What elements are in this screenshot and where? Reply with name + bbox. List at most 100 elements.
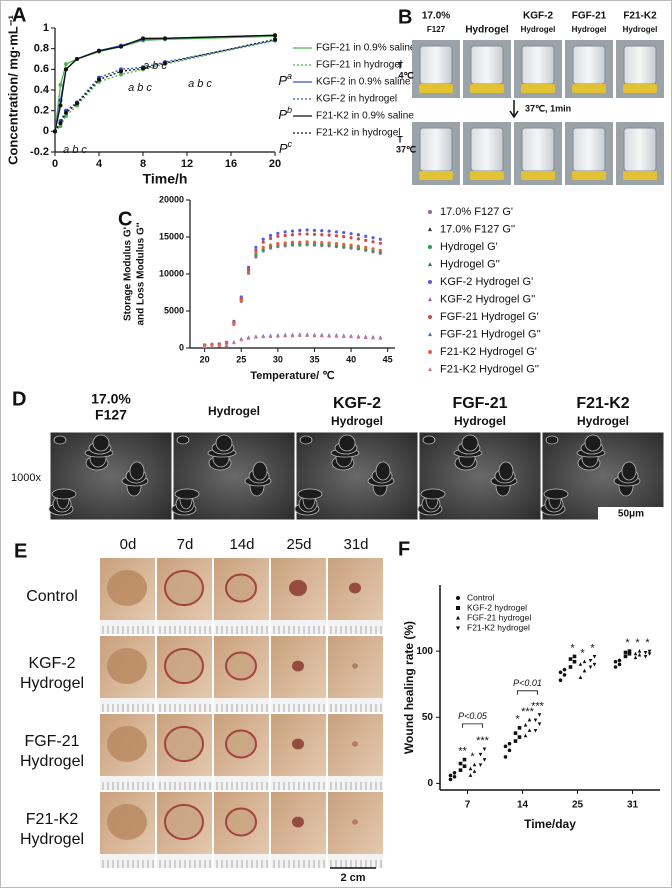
marker: [558, 670, 563, 675]
marker: [507, 748, 512, 753]
marker: [75, 101, 79, 106]
legend-label: 17.0% F127 G': [440, 206, 513, 218]
marker: [503, 744, 508, 749]
x-tick-label: 40: [346, 354, 356, 364]
marker: [58, 121, 63, 126]
marker: [327, 233, 331, 237]
column-header: F21-K2: [623, 11, 657, 22]
marker: [268, 236, 273, 241]
marker: [320, 333, 324, 337]
scale-bar: 50μm: [618, 509, 644, 520]
panel-label: D: [12, 388, 26, 410]
marker: [428, 262, 432, 267]
marker: [456, 626, 460, 631]
marker: [320, 233, 324, 237]
wound: [107, 570, 147, 606]
series-line: [54, 38, 276, 132]
marker: [588, 658, 593, 663]
p-label-sup: c: [288, 139, 293, 149]
marker: [305, 240, 309, 244]
marker: [58, 103, 63, 108]
marker: [217, 344, 221, 348]
marker: [637, 648, 642, 653]
wound: [225, 807, 257, 837]
star: *: [645, 637, 650, 649]
marker: [327, 241, 331, 245]
marker: [517, 726, 522, 730]
legend-label: F21-K2 in 0.9% saline: [316, 111, 414, 122]
ruler: [100, 698, 155, 712]
marker: [119, 69, 123, 74]
marker: [210, 344, 214, 348]
marker: [572, 659, 577, 664]
y-tick-label: 15000: [159, 231, 184, 241]
marker: [327, 229, 331, 233]
marker: [334, 242, 339, 246]
sem-pore: [176, 435, 190, 445]
marker: [64, 62, 68, 67]
legend-label: KGF-2 Hydrogel G': [440, 276, 533, 288]
legend-label: F21-K2 Hydrogel G'': [440, 363, 539, 375]
x-tick-label: 20: [269, 158, 281, 170]
marker: [298, 228, 302, 232]
bracket-label: P<0.01: [513, 678, 542, 688]
ruler: [100, 620, 155, 634]
marker: [334, 334, 339, 338]
vial-cap: [470, 171, 504, 180]
marker: [364, 234, 368, 238]
marker: [482, 758, 487, 762]
marker: [572, 654, 577, 659]
marker: [97, 48, 101, 53]
sem-pore: [92, 434, 110, 452]
marker: [588, 665, 593, 670]
marker: [254, 253, 258, 257]
y-tick-label: 0.6: [34, 63, 49, 75]
marker: [533, 729, 538, 733]
star: ***: [531, 701, 545, 713]
marker: [342, 334, 346, 338]
marker: [623, 650, 628, 655]
marker: [578, 675, 583, 680]
vial-cap: [419, 84, 453, 93]
marker: [356, 233, 360, 237]
marker: [97, 77, 101, 82]
marker: [232, 340, 236, 344]
y-tick-label: -0.2: [30, 146, 49, 158]
annotation: a b c: [63, 144, 87, 156]
legend-label: KGF-2 in hydrogel: [316, 94, 397, 105]
sem-pore: [461, 434, 479, 452]
x-tick-label: 25: [236, 354, 246, 364]
marker: [356, 237, 360, 241]
row-label: 4℃: [398, 70, 413, 80]
sem-pore: [51, 488, 77, 500]
y-tick-label: 0.8: [34, 43, 49, 55]
row-label: T: [397, 134, 403, 144]
panel-label: A: [12, 4, 26, 26]
x-axis-title: Time/day: [524, 817, 576, 831]
vial-cap: [572, 171, 606, 180]
panel-label: B: [398, 6, 412, 28]
x-axis-title: Temperature/ ℃: [250, 370, 334, 382]
marker: [261, 237, 265, 241]
marker: [273, 33, 277, 38]
magnification: 1000x: [11, 472, 41, 484]
marker: [647, 649, 652, 654]
marker: [312, 240, 317, 244]
row-label: T: [397, 60, 403, 70]
legend-label: FGF-21 hydrogel: [467, 612, 531, 622]
marker: [356, 244, 360, 248]
marker: [627, 651, 632, 656]
marker: [582, 659, 587, 664]
x-tick-label: 8: [140, 158, 146, 170]
y-tick-label: 1: [43, 22, 49, 34]
sem-pore: [299, 435, 313, 445]
y-tick-label: 0: [427, 778, 433, 789]
legend-label: KGF-2 in 0.9% saline: [316, 77, 411, 88]
marker: [448, 773, 453, 778]
bracket: [462, 723, 483, 728]
marker: [428, 245, 432, 249]
p-label: Pc: [279, 139, 293, 156]
marker: [613, 665, 618, 669]
bracket-label: P<0.05: [458, 711, 488, 721]
marker: [119, 72, 123, 77]
